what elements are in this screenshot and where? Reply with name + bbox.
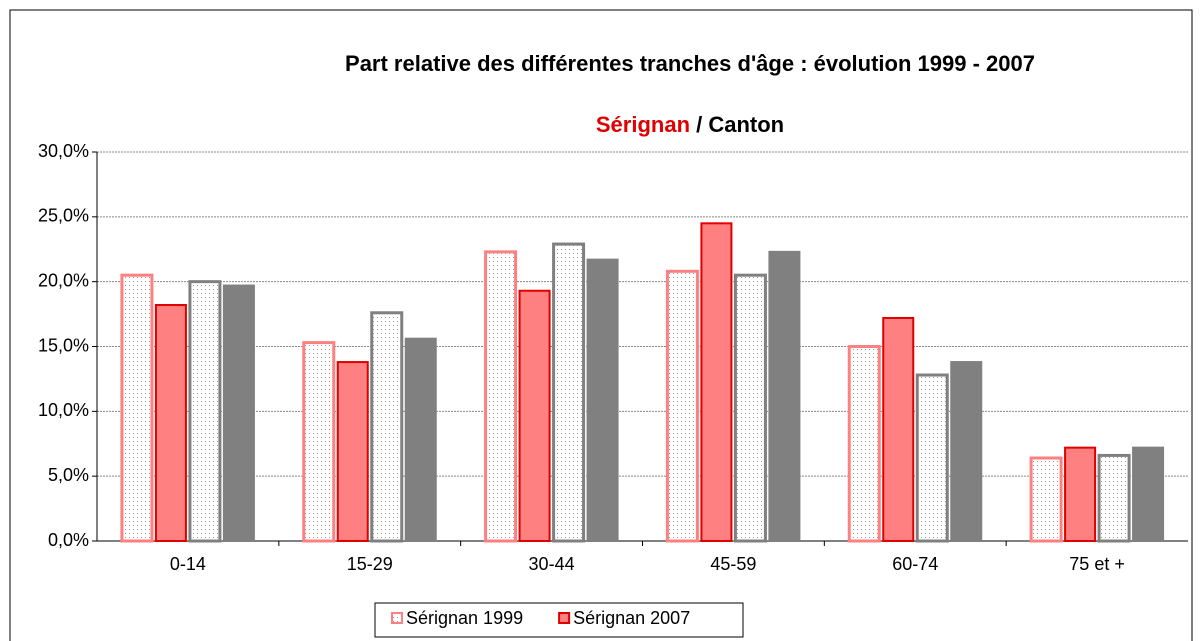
bar <box>733 273 767 543</box>
chart-subtitle: Sérignan / Canton <box>240 112 1140 138</box>
bar <box>154 304 187 542</box>
x-tick-label: 75 et + <box>1069 554 1125 574</box>
x-tick-label: 60-74 <box>892 554 938 574</box>
bar <box>768 250 801 543</box>
x-tick-label: 0-14 <box>170 554 206 574</box>
subtitle-rest: / Canton <box>690 112 785 137</box>
bar <box>915 373 949 543</box>
bar <box>950 361 983 542</box>
bar <box>882 316 915 542</box>
y-tick-label: 25,0% <box>38 206 89 226</box>
bar <box>665 269 699 543</box>
legend-swatch <box>391 612 403 624</box>
bar <box>302 341 336 543</box>
bar <box>1029 456 1063 543</box>
x-tick-label: 30-44 <box>529 554 575 574</box>
bar <box>1064 446 1097 543</box>
bar <box>222 284 255 542</box>
y-tick-label: 5,0% <box>48 465 89 485</box>
bar <box>552 242 586 543</box>
y-tick-label: 10,0% <box>38 400 89 420</box>
chart-title: Part relative des différentes tranches d… <box>345 51 1035 76</box>
bar <box>518 289 551 543</box>
bar <box>370 311 404 543</box>
legend-swatch <box>558 612 571 624</box>
x-tick-label: 45-59 <box>710 554 756 574</box>
bar <box>700 222 733 542</box>
x-tick-label: 15-29 <box>347 554 393 574</box>
bar <box>847 345 881 543</box>
legend-label: Sérignan 2007 <box>573 608 690 628</box>
bar <box>188 280 222 543</box>
bar <box>484 250 518 543</box>
subtitle-highlight: Sérignan <box>595 112 691 137</box>
bar <box>120 273 154 543</box>
bar <box>336 361 369 542</box>
y-tick-label: 15,0% <box>38 335 89 355</box>
legend-label: Sérignan 1999 <box>406 608 523 628</box>
y-tick-label: 30,0% <box>38 141 89 161</box>
bar <box>1132 446 1165 543</box>
y-tick-label: 20,0% <box>38 270 89 290</box>
bar <box>404 337 437 542</box>
bar <box>1097 453 1131 543</box>
y-tick-label: 0,0% <box>48 530 89 550</box>
bar <box>586 258 619 542</box>
